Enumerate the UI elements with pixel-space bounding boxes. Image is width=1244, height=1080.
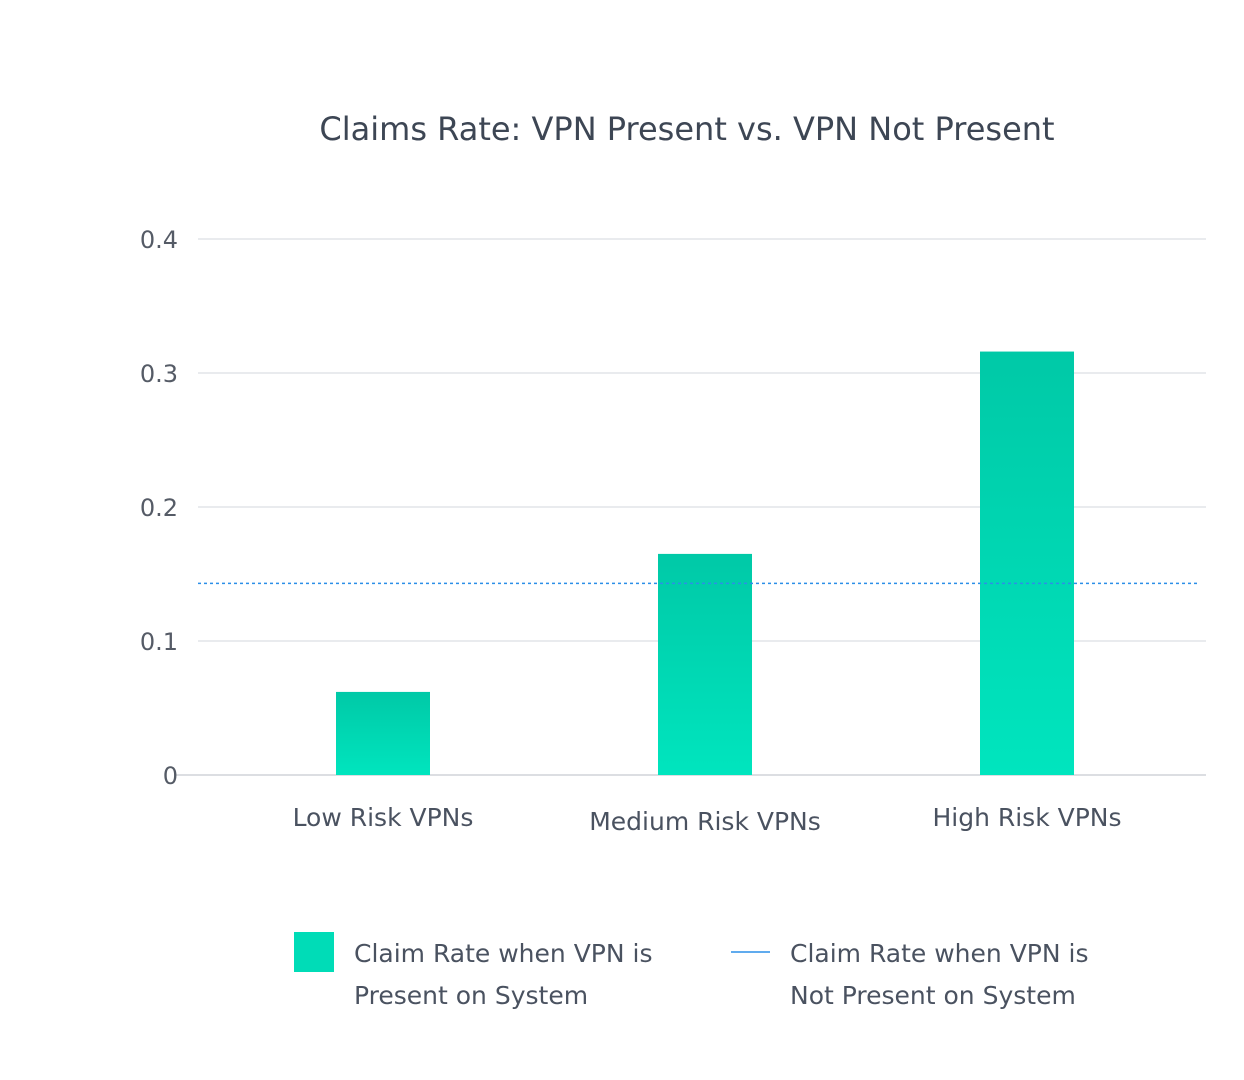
x-tick-label: High Risk VPNs [932, 803, 1121, 832]
legend-label-bar-line2: Present on System [354, 981, 588, 1010]
legend-label-line-line1: Claim Rate when VPN is [790, 939, 1089, 968]
y-tick-label: 0.2 [140, 494, 178, 522]
y-tick-label: 0.1 [140, 628, 178, 656]
bar-3 [980, 351, 1074, 775]
x-tick-label: Medium Risk VPNs [589, 807, 821, 836]
legend-swatch-bar [294, 932, 334, 972]
legend-label-line-line2: Not Present on System [790, 981, 1076, 1010]
y-tick-label: 0 [163, 762, 178, 790]
x-tick-label: Low Risk VPNs [293, 803, 474, 832]
y-tick-label: 0.3 [140, 360, 178, 388]
chart-title: Claims Rate: VPN Present vs. VPN Not Pre… [319, 110, 1054, 148]
bar-1 [336, 691, 430, 775]
legend-label-bar-line1: Claim Rate when VPN is [354, 939, 653, 968]
y-tick-label: 0.4 [140, 226, 178, 254]
bar-2 [658, 553, 752, 775]
